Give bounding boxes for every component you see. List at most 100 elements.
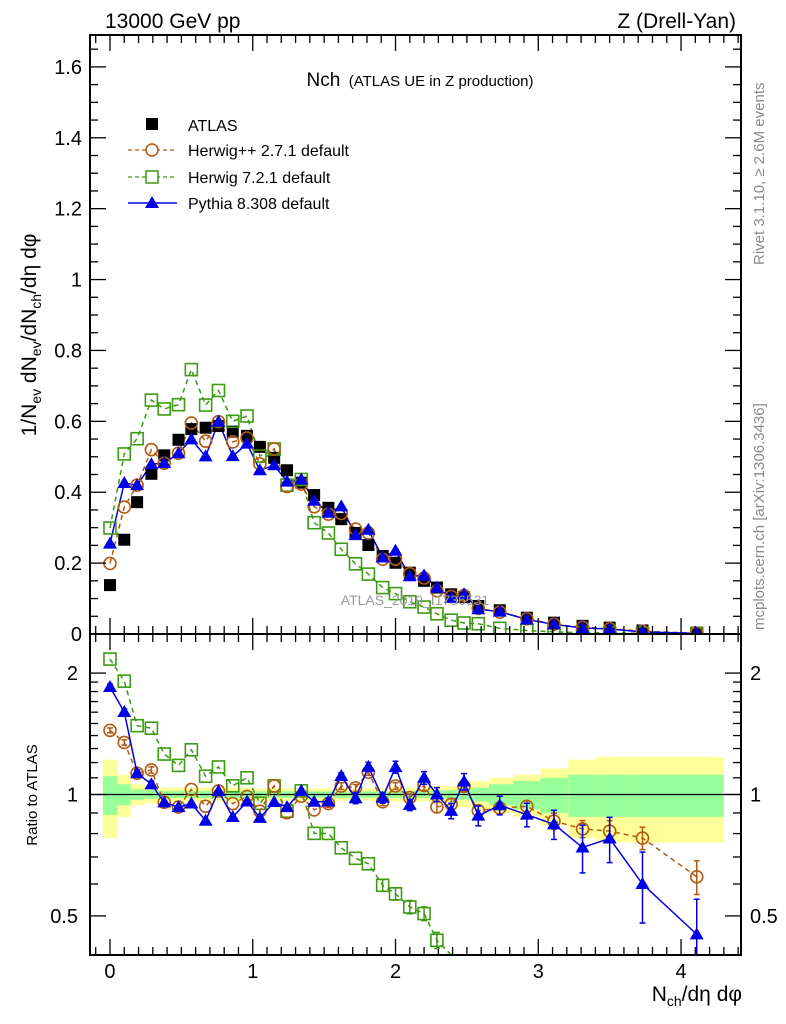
data-point-pythia bbox=[321, 505, 336, 518]
xlabel-sub: ch bbox=[667, 993, 682, 1009]
data-point-pythia bbox=[280, 474, 295, 487]
ratio-point-herwig7 bbox=[225, 779, 240, 793]
ratio-point-herwigpp bbox=[184, 782, 199, 797]
title-sub: (ATLAS UE in Z production) bbox=[349, 73, 534, 90]
header-left: 13000 GeV pp bbox=[105, 10, 240, 33]
ratio-point-herwig7 bbox=[171, 758, 186, 773]
ratio-point-herwig7 bbox=[402, 900, 417, 914]
legend-label-atlas: ATLAS bbox=[188, 118, 238, 135]
x-tick-label: 4 bbox=[675, 961, 686, 983]
data-point-pythia bbox=[457, 587, 472, 600]
ratio-point-pythia bbox=[307, 794, 322, 807]
ratio-point-pythia bbox=[252, 810, 267, 823]
data-point-herwig7 bbox=[417, 600, 431, 614]
data-point-herwig7 bbox=[184, 362, 199, 377]
data-point-herwig7 bbox=[103, 521, 117, 535]
data-point-pythia bbox=[546, 617, 561, 630]
data-point-herwig7 bbox=[402, 594, 417, 609]
data-point-pythia bbox=[388, 543, 403, 556]
line-herwig7 bbox=[109, 367, 697, 634]
ratio-point-pythia bbox=[689, 927, 704, 940]
data-point-atlas bbox=[131, 496, 144, 509]
data-point-atlas bbox=[253, 440, 266, 453]
ratio-point-pythia bbox=[280, 800, 295, 813]
data-point-atlas bbox=[145, 467, 158, 480]
ratio-y-tick-label-right: 1 bbox=[750, 785, 761, 807]
ratio-point-pythia bbox=[334, 769, 349, 782]
ratio-point-pythia bbox=[457, 774, 472, 787]
y-axis-label: 1/Nev dNev/dNch/dη dφ bbox=[18, 234, 44, 437]
data-point-herwig7 bbox=[457, 616, 471, 630]
y-tick-label: 1.4 bbox=[54, 128, 82, 150]
ratio-point-pythia bbox=[635, 876, 650, 889]
ratio-point-pythia bbox=[321, 794, 336, 807]
side-text-mcplots: mcplots.cern.ch [arXiv:1306.3436] bbox=[751, 403, 768, 630]
legend-marker-atlas bbox=[146, 118, 158, 130]
data-point-atlas bbox=[172, 433, 185, 446]
data-point-pythia bbox=[429, 580, 444, 593]
ratio-point-pythia bbox=[429, 787, 444, 800]
y-tick-label: 0.8 bbox=[54, 340, 82, 362]
data-point-pythia bbox=[130, 478, 145, 491]
ratio-point-herwigpp bbox=[689, 870, 704, 884]
title-main: Nch bbox=[306, 70, 340, 91]
data-point-herwig7 bbox=[144, 393, 159, 407]
data-point-pythia bbox=[117, 476, 132, 489]
data-point-atlas bbox=[281, 464, 294, 477]
ratio-point-pythia bbox=[575, 840, 590, 853]
data-point-herwig7 bbox=[492, 621, 507, 634]
data-point-pythia bbox=[211, 414, 226, 427]
legend-marker-herwig7 bbox=[145, 170, 159, 184]
data-point-herwig7 bbox=[444, 613, 458, 627]
ratio-point-herwig7 bbox=[348, 851, 363, 866]
legend-marker-pythia bbox=[145, 196, 159, 208]
ratio-point-pythia bbox=[602, 831, 617, 844]
side-text-rivet: Rivet 3.1.10, ≥ 2.6M events bbox=[751, 83, 768, 266]
ratio-point-pythia bbox=[294, 783, 309, 796]
data-point-herwig7 bbox=[348, 557, 363, 571]
ratio-point-herwigpp bbox=[225, 796, 240, 811]
ylabel-sub: ev bbox=[28, 341, 44, 356]
data-point-herwig7 bbox=[211, 383, 226, 398]
y-tick-label: 1.2 bbox=[54, 199, 82, 221]
data-point-herwig7 bbox=[117, 447, 132, 461]
data-point-pythia bbox=[198, 449, 213, 462]
data-point-herwig7 bbox=[307, 515, 321, 530]
ylabel-part: /dη dφ bbox=[18, 234, 41, 294]
ratio-y-tick-label: 1 bbox=[67, 785, 78, 807]
data-point-herwigpp bbox=[267, 442, 281, 456]
ratio-point-herwig7 bbox=[103, 652, 117, 666]
ratio-point-herwig7 bbox=[198, 769, 213, 784]
legend-label-herwig7: Herwig 7.2.1 default bbox=[188, 170, 331, 187]
ratio-point-pythia bbox=[519, 807, 534, 820]
ratio-point-pythia bbox=[546, 817, 561, 830]
data-point-herwig7 bbox=[334, 542, 349, 557]
ratio-point-herwig7 bbox=[117, 674, 132, 688]
ratio-point-pythia bbox=[348, 791, 363, 804]
data-point-pythia bbox=[417, 568, 432, 581]
ylabel-part: dN bbox=[18, 356, 41, 389]
legend: ATLAS Herwig++ 2.7.1 default Herwig 7.2.… bbox=[128, 118, 350, 213]
xlabel-part: N bbox=[652, 983, 667, 1006]
y-tick-label: 0.4 bbox=[54, 482, 82, 504]
uncertainty-band-stat bbox=[568, 774, 597, 817]
ratio-point-herwig7 bbox=[307, 826, 321, 841]
data-point-pythia bbox=[184, 432, 199, 445]
ratio-point-herwig7 bbox=[388, 887, 403, 901]
legend-marker-herwigpp bbox=[145, 143, 159, 157]
ratio-point-herwig7 bbox=[144, 721, 159, 735]
uncertainty-band-stat bbox=[669, 774, 724, 817]
data-point-pythia bbox=[348, 528, 363, 541]
data-point-herwig7 bbox=[225, 414, 240, 429]
ratio-point-herwig7 bbox=[375, 878, 390, 893]
y-tick-label: 1 bbox=[71, 270, 82, 292]
ratio-point-pythia bbox=[361, 759, 376, 772]
data-point-pythia bbox=[471, 602, 486, 615]
ratio-point-herwig7 bbox=[184, 743, 199, 757]
ratio-point-pythia bbox=[267, 795, 282, 808]
ratio-point-herwig7 bbox=[430, 933, 444, 948]
data-point-herwig7 bbox=[375, 580, 390, 595]
data-point-atlas bbox=[199, 421, 212, 434]
ratio-point-pythia bbox=[184, 796, 199, 809]
data-point-herwigpp bbox=[198, 434, 213, 448]
